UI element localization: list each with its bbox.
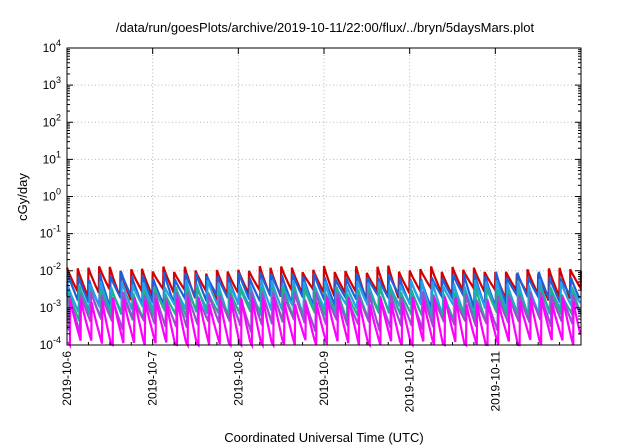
y-tick-label: 10-3	[40, 298, 61, 315]
x-axis-label: Coordinated Universal Time (UTC)	[224, 430, 423, 445]
y-tick-label: 103	[43, 75, 61, 92]
x-tick-label: 2019-10-7	[146, 351, 160, 406]
y-tick-label: 10-2	[40, 261, 61, 278]
series-layer	[65, 265, 583, 350]
x-tick-label: 2019-10-8	[231, 351, 245, 406]
x-tick-label: 2019-10-10	[403, 351, 417, 413]
y-axis-label: cGy/day	[15, 173, 30, 221]
data-series-line	[66, 291, 581, 333]
y-tick-label: 104	[43, 38, 61, 55]
data-series-line	[67, 296, 582, 350]
y-tick-label: 100	[43, 187, 61, 204]
y-tick-label: 101	[43, 149, 61, 166]
y-tick-label: 102	[43, 112, 61, 129]
x-tick-label: 2019-10-6	[60, 351, 74, 406]
grid-layer	[67, 48, 581, 345]
y-tick-label: 10-4	[40, 335, 61, 352]
x-axis-ticks: 2019-10-6 2019-10-7 2019-10-8 2019-10-9 2019…	[60, 48, 561, 413]
chart-title: /data/run/goesPlots/archive/2019-10-11/2…	[116, 20, 535, 35]
y-tick-label: 10-1	[40, 224, 61, 241]
y-axis-ticks: 10-4 10-3 10-2 10-1 100 101 102 103 104	[40, 38, 581, 352]
x-tick-label: 2019-10-9	[317, 351, 331, 406]
x-tick-label: 2019-10-11	[488, 351, 502, 412]
